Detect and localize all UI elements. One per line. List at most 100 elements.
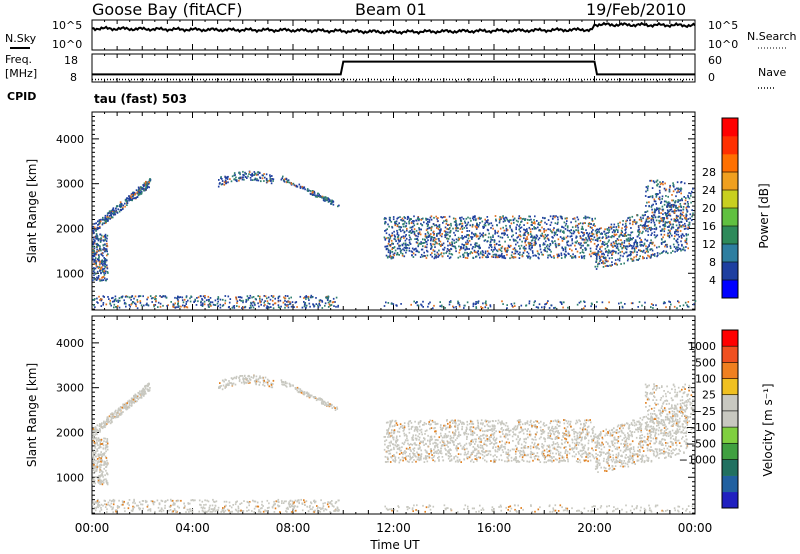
power-echo-point (594, 252, 597, 255)
power-echo-point (111, 297, 113, 300)
power-echo-point (247, 298, 250, 301)
power-echo-point (528, 245, 531, 248)
power-echo-point (186, 306, 189, 309)
velocity-echo-point (92, 479, 94, 481)
power-echo-point (478, 244, 481, 247)
power-echo-point (567, 225, 569, 228)
power-echo-point (468, 248, 470, 250)
power-echo-point (402, 229, 404, 232)
power-echo-point (642, 230, 644, 233)
power-echo-point (99, 299, 101, 301)
power-echo-point (547, 228, 549, 231)
power-echo-point (440, 229, 442, 232)
power-echo-point (599, 250, 602, 253)
velocity-echo-point (228, 382, 231, 384)
power-echo-point (400, 230, 402, 233)
power-echo-point (668, 188, 671, 191)
power-echo-point (502, 226, 504, 229)
power-echo-point (221, 183, 224, 185)
power-echo-point (440, 235, 443, 238)
power-echo-point (301, 185, 304, 188)
velocity-echo-point (105, 440, 107, 443)
power-echo-point (217, 185, 220, 188)
velocity-echo-point (92, 437, 94, 439)
power-echo-point (570, 244, 572, 247)
power-echo-point (498, 256, 501, 258)
power-echo-point (622, 235, 624, 237)
velocity-echo-point (240, 381, 243, 384)
power-echo-point (325, 199, 328, 202)
power-echo-point (93, 242, 96, 245)
power-echo-point (595, 261, 597, 263)
velocity-echo-point (303, 391, 306, 393)
power-echo-point (507, 249, 509, 252)
power-echo-point (462, 218, 465, 220)
power-echo-point (447, 255, 449, 257)
power-echo-point (308, 299, 310, 301)
power-echo-point (442, 242, 445, 245)
power-echo-point (218, 182, 221, 185)
power-echo-point (411, 251, 414, 253)
power-echo-point (545, 245, 548, 248)
power-echo-point (99, 261, 101, 263)
power-echo-point (579, 243, 581, 246)
power-echo-point (669, 205, 671, 208)
power-echo-point (503, 255, 506, 257)
power-echo-point (551, 240, 553, 243)
power-echo-point (585, 237, 587, 239)
power-echo-point (282, 175, 284, 178)
power-echo-point (646, 257, 648, 260)
power-echo-point (237, 296, 240, 298)
power-echo-point (177, 295, 179, 298)
velocity-echo-point (96, 458, 99, 460)
power-echo-point (478, 246, 481, 248)
power-echo-point (327, 197, 329, 200)
velocity-echo-point (97, 479, 100, 482)
power-echo-point (194, 298, 196, 301)
velocity-echo-point (92, 472, 94, 475)
power-echo-point (647, 224, 650, 227)
power-echo-point (550, 256, 553, 259)
power-echo-point (574, 241, 577, 244)
power-echo-point (635, 258, 638, 261)
power-echo-point (467, 241, 469, 244)
power-echo-point (626, 255, 629, 258)
power-echo-point (117, 299, 119, 302)
velocity-echo-point (125, 404, 128, 407)
power-echo-point (482, 251, 484, 254)
power-echo-point (547, 219, 550, 221)
power-echo-point (239, 173, 241, 176)
power-echo-point (124, 202, 126, 205)
velocity-echo-point (243, 377, 246, 380)
power-echo-point (530, 218, 532, 221)
velocity-echo-point (104, 421, 107, 424)
power-echo-point (118, 210, 121, 213)
velocity-echo-point (149, 387, 151, 389)
power-echo-point (610, 243, 612, 246)
power-echo-point (561, 217, 563, 220)
velocity-echo-point (132, 401, 135, 403)
power-echo-point (106, 214, 109, 217)
power-echo-point (677, 187, 680, 190)
power-echo-point (295, 301, 298, 303)
power-echo-point (455, 247, 457, 250)
power-echo-point (443, 220, 445, 223)
power-echo-point (685, 219, 688, 221)
power-echo-point (465, 224, 467, 227)
power-echo-point (146, 181, 148, 184)
power-echo-point (272, 296, 274, 299)
power-echo-point (386, 256, 389, 259)
velocity-echo-point (137, 398, 140, 401)
power-echo-point (143, 182, 146, 185)
power-echo-point (201, 299, 204, 301)
power-echo-point (244, 306, 246, 309)
power-echo-point (113, 303, 116, 306)
power-echo-point (446, 248, 449, 250)
power-echo-point (553, 227, 555, 229)
velocity-echo-point (92, 439, 95, 442)
power-echo-point (452, 227, 454, 230)
velocity-echo-point (238, 378, 241, 381)
power-echo-point (471, 217, 474, 220)
power-echo-point (217, 296, 220, 298)
power-echo-point (437, 253, 440, 256)
